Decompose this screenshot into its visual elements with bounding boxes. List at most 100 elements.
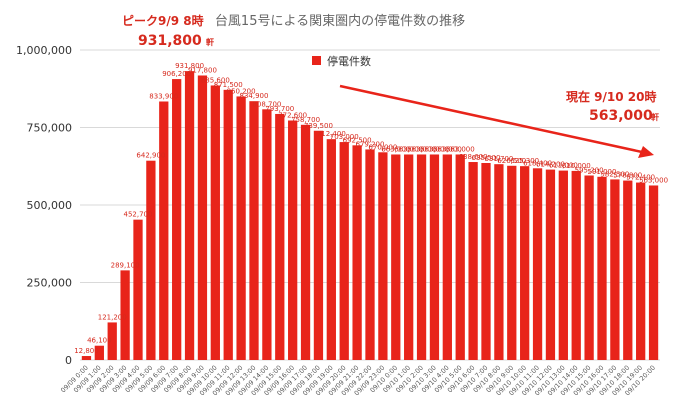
data-label: 793,700 [265, 105, 294, 113]
y-axis-ticks: 0 250,000 500,000 750,000 1,000,000 [16, 44, 72, 367]
data-label: 834,900 [240, 92, 269, 100]
bar [107, 322, 117, 360]
current-annotation-unit: 軒 [651, 112, 659, 122]
y-tick-label: 1,000,000 [16, 44, 72, 57]
bar [81, 356, 92, 360]
bar [494, 164, 504, 360]
bar [288, 120, 298, 360]
bar [223, 89, 233, 361]
bar [584, 175, 594, 360]
data-label: 703,000 [330, 133, 359, 141]
data-label: 582,500 [600, 170, 629, 178]
data-label: 758,700 [291, 116, 320, 124]
bar [648, 185, 659, 360]
data-label: 885,600 [201, 76, 230, 84]
trend-arrow-shaft [339, 84, 643, 154]
bar [442, 154, 452, 360]
peak-annotation-unit: 軒 [206, 37, 214, 47]
bar [352, 145, 362, 360]
bar [172, 79, 182, 360]
data-label: 663,000 [433, 145, 462, 153]
data-label: 631,700 [484, 155, 513, 163]
bar [94, 345, 104, 360]
data-label: 917,800 [188, 66, 217, 74]
bar [159, 101, 169, 360]
data-label: 663,000 [407, 145, 436, 153]
data-label: 626,500 [497, 157, 526, 165]
data-label: 591,000 [588, 168, 617, 176]
bar [365, 149, 375, 360]
bar [236, 96, 246, 361]
bar [339, 142, 349, 360]
bar [507, 165, 517, 360]
bar [545, 169, 556, 360]
data-label: 871,500 [214, 81, 243, 89]
bar [610, 179, 620, 360]
current-annotation: 現在 9/10 20時 563,000 軒 [566, 89, 659, 124]
data-label: 289,100 [111, 261, 140, 269]
bar [429, 154, 440, 360]
data-label: 614,200 [536, 161, 565, 169]
data-label: 712,400 [317, 130, 346, 138]
y-tick-label: 750,000 [27, 122, 73, 135]
data-label: 670,000 [368, 143, 397, 151]
data-label: 595,200 [575, 166, 604, 174]
bar [146, 160, 156, 360]
data-label: 931,800 [175, 62, 204, 70]
y-tick-label: 500,000 [27, 199, 73, 212]
data-label: 772,600 [278, 111, 307, 119]
data-label: 692,500 [343, 136, 372, 144]
data-label: 833,900 [149, 92, 178, 100]
data-label: 452,700 [124, 211, 153, 219]
bar [623, 180, 633, 360]
bar [300, 124, 311, 360]
bar [416, 154, 427, 360]
trend-arrow-head [638, 146, 654, 158]
legend-label: 停電件数 [327, 54, 371, 68]
data-label: 663,000 [420, 145, 449, 153]
peak-annotation-label: ピーク9/9 8時 [122, 13, 204, 28]
current-annotation-value: 563,000 [589, 108, 653, 124]
bar [313, 130, 324, 360]
data-label: 12,800 [74, 347, 99, 355]
bar [262, 109, 272, 360]
bar [597, 176, 607, 360]
bar [636, 182, 646, 360]
data-label: 572,400 [626, 174, 655, 182]
bar [120, 270, 130, 360]
data-label: 739,500 [304, 122, 333, 130]
bar [558, 170, 568, 360]
data-label: 642,900 [136, 152, 165, 160]
bar [532, 168, 543, 360]
data-label: 906,200 [162, 70, 191, 78]
bar [404, 154, 414, 360]
bar [571, 170, 581, 360]
bar [275, 113, 285, 360]
bar [197, 75, 208, 361]
bar [378, 152, 388, 360]
bar [520, 166, 530, 360]
bar [326, 139, 336, 360]
data-label: 638,600 [459, 153, 488, 161]
bar [468, 162, 478, 360]
data-label: 635,500 [472, 154, 501, 162]
data-label: 618,400 [523, 159, 552, 167]
peak-annotation-value: 931,800 [138, 33, 202, 49]
legend-swatch [312, 56, 321, 65]
bars [81, 71, 659, 361]
data-label: 625,300 [510, 157, 539, 165]
data-label: 610,000 [562, 162, 591, 170]
bar [184, 71, 195, 360]
data-label: 663,000 [394, 145, 423, 153]
bar [210, 85, 220, 361]
data-label: 663,000 [381, 145, 410, 153]
data-labels: 12,800 46,100 121,200 289,100 452,700 642,900… [74, 62, 668, 355]
y-tick-label: 250,000 [27, 277, 73, 290]
bar [391, 154, 401, 360]
trend-arrow [339, 84, 654, 158]
y-tick-label: 0 [65, 354, 72, 367]
bar [133, 219, 143, 360]
data-label: 850,200 [227, 87, 256, 95]
